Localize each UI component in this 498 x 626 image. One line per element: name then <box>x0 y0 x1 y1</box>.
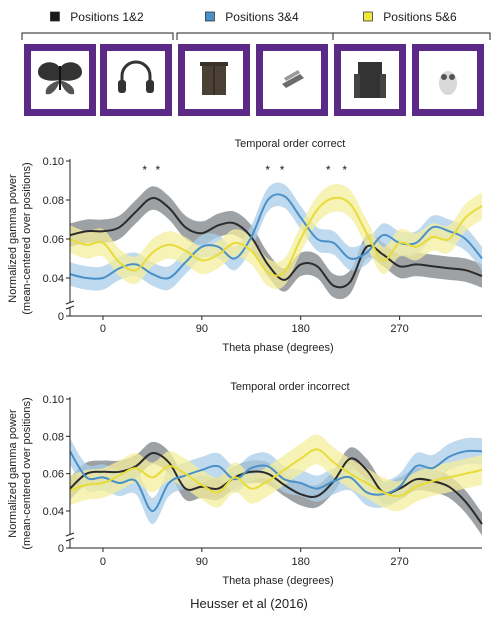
x-tick-label: 0 <box>100 556 106 568</box>
x-axis: 0 90 180 270 Theta phase (degrees) <box>70 315 482 354</box>
y-tick-label: 0.10 <box>43 394 64 406</box>
x-tick-label: 270 <box>390 556 408 568</box>
series-line-3 <box>69 448 483 498</box>
significance-mark: * <box>142 163 147 177</box>
significance-mark: * <box>326 163 331 177</box>
axis-break <box>65 300 75 310</box>
y-tick-label: 0 <box>58 543 64 555</box>
x-tick-label: 180 <box>292 556 310 568</box>
y-tick-label: 0.04 <box>43 506 64 518</box>
y-tick-label: 0.06 <box>43 469 64 481</box>
tower-icon <box>354 62 386 98</box>
chart-title: Temporal order correct <box>235 138 346 150</box>
y-tick-label: 0.10 <box>43 156 64 168</box>
x-tick-label: 90 <box>196 556 208 568</box>
series-band-1 <box>70 186 482 300</box>
butterfly-icon <box>38 62 82 95</box>
legend-label: Positions 5&6 <box>383 10 457 24</box>
plot-area <box>69 434 483 536</box>
legend-bracket <box>176 32 334 40</box>
legend-item-3: Positions 5&6 <box>332 10 491 40</box>
owl-icon <box>439 71 457 95</box>
chart-2: Temporal order incorrect 0.04 0.06 0.08 0.10… <box>7 381 483 587</box>
legend-item-2: Positions 3&4 <box>176 10 334 40</box>
y-tick-label: 0.08 <box>43 431 64 443</box>
tile-inner <box>107 51 165 109</box>
axis-break <box>65 532 75 542</box>
significance-mark: * <box>342 163 347 177</box>
series-line-3 <box>69 196 483 277</box>
series-band-3 <box>70 184 482 290</box>
chart-title: Temporal order incorrect <box>230 381 349 393</box>
icon-tile <box>334 44 406 116</box>
series-line-2 <box>69 449 483 512</box>
x-tick-label: 0 <box>100 323 106 335</box>
significance-mark: * <box>280 163 285 177</box>
y-axis-label: Normalized gamma power <box>7 409 19 538</box>
chart-1: Temporal order correct0.040.060.080.1000… <box>7 138 483 354</box>
y-axis: 0.04 0.06 0.08 0.10 0 <box>43 156 75 323</box>
y-axis-label-line2: (mean-centered over positions) <box>21 397 33 549</box>
y-tick-label: 0 <box>58 311 64 323</box>
y-tick-label: 0.06 <box>43 234 64 246</box>
legend-bracket <box>332 32 491 40</box>
legend-item-1: Positions 1&2 <box>21 10 174 40</box>
legend-header: Positions 1&2 Positions 3&4 Positions 5&6 <box>21 10 491 116</box>
x-tick-label: 270 <box>390 323 408 335</box>
x-tick-label: 180 <box>292 323 310 335</box>
y-axis: 0.04 0.06 0.08 0.10 0 <box>43 394 75 555</box>
significance-mark: * <box>156 163 161 177</box>
clip-icon <box>282 70 304 88</box>
series-line-1 <box>69 452 483 525</box>
legend-swatch <box>363 11 373 22</box>
x-axis: 0 90 180 270 Theta phase (degrees) <box>70 547 482 587</box>
x-axis-label: Theta phase (degrees) <box>222 575 333 587</box>
y-tick-label: 0.04 <box>43 273 64 285</box>
headphones-icon <box>118 60 154 93</box>
y-axis-label-line2: (mean-centered over positions) <box>21 162 33 314</box>
significance-mark: * <box>265 163 270 177</box>
plot-area <box>69 182 483 300</box>
y-tick-label: 0.08 <box>43 195 64 207</box>
legend-bracket <box>21 32 174 40</box>
series-line-2 <box>69 193 483 280</box>
legend-label: Positions 1&2 <box>70 10 144 24</box>
x-tick-label: 90 <box>196 323 208 335</box>
y-axis-label: Normalized gamma power <box>7 174 19 303</box>
cabinet-icon <box>200 62 228 95</box>
x-axis-label: Theta phase (degrees) <box>222 342 333 354</box>
legend-swatch <box>205 11 215 22</box>
icon-tile <box>100 44 172 116</box>
legend-label: Positions 3&4 <box>225 10 299 24</box>
legend-swatch <box>50 11 60 22</box>
citation: Heusser et al (2016) <box>190 596 308 611</box>
